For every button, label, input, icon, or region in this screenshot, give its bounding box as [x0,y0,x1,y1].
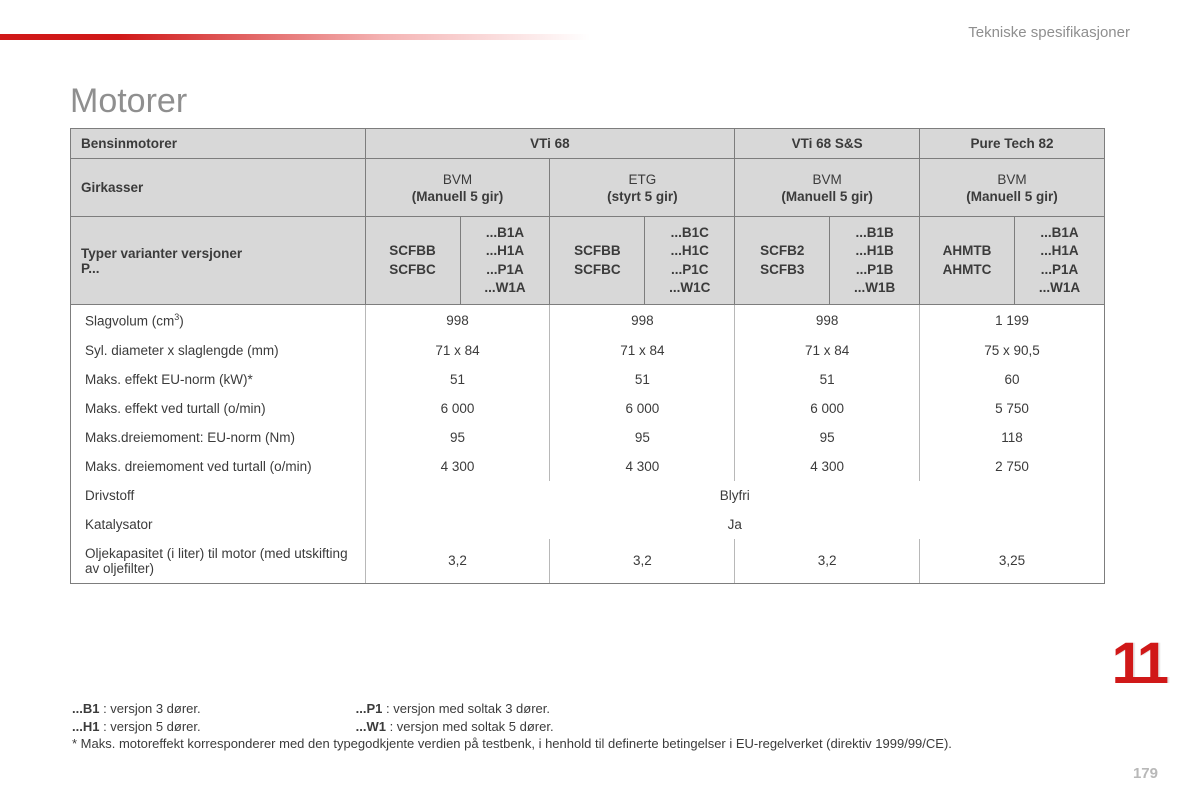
variant-header-row: Typer varianter versjonerP... SCFBBSCFBC… [71,217,1105,305]
gearbox-col-2: BVM(Manuell 5 gir) [735,159,920,217]
gearbox-col-3: BVM(Manuell 5 gir) [920,159,1105,217]
spec-table: Bensinmotorer VTi 68 VTi 68 S&S Pure Tec… [70,128,1105,584]
spec-row: Maks. effekt EU-norm (kW)*51515160 [71,365,1105,394]
header-accent-bar [0,34,590,40]
gearbox-header-row: Girkasser BVM(Manuell 5 gir) ETG(styrt 5… [71,159,1105,217]
spec-row: Oljekapasitet (i liter) til motor (med u… [71,539,1105,584]
section-label: Tekniske spesifikasjoner [968,24,1130,41]
variant-2a: SCFB2SCFB3 [735,217,830,305]
engine-col-2: Pure Tech 82 [920,129,1105,159]
spec-table-body: Slagvolum (cm3)9989989981 199Syl. diamet… [71,305,1105,584]
gearbox-col-1: ETG(styrt 5 gir) [550,159,735,217]
footnotes: ...B1 : versjon 3 dører. ...P1 : versjon… [72,700,1122,753]
variant-3a: AHMTBAHMTC [920,217,1015,305]
engine-header-row: Bensinmotorer VTi 68 VTi 68 S&S Pure Tec… [71,129,1105,159]
engine-col-0: VTi 68 [365,129,735,159]
spec-row: Maks. effekt ved turtall (o/min)6 0006 0… [71,394,1105,423]
spec-row: Slagvolum (cm3)9989989981 199 [71,305,1105,336]
gearboxes-label: Girkasser [71,159,366,217]
variant-1b: ...B1C...H1C...P1C...W1C [645,217,735,305]
variant-2b: ...B1B...H1B...P1B...W1B [830,217,920,305]
spec-row: Maks. dreiemoment ved turtall (o/min)4 3… [71,452,1105,481]
spec-row-span: DrivstoffBlyfri [71,481,1105,510]
engines-label: Bensinmotorer [71,129,366,159]
spec-table-wrap: Bensinmotorer VTi 68 VTi 68 S&S Pure Tec… [70,128,1105,584]
page-number: 179 [1133,765,1158,782]
variant-0b: ...B1A...H1A...P1A...W1A [460,217,550,305]
variants-label: Typer varianter versjonerP... [71,217,366,305]
spec-row-span: KatalysatorJa [71,510,1105,539]
gearbox-col-0: BVM(Manuell 5 gir) [365,159,550,217]
spec-row: Syl. diameter x slaglengde (mm)71 x 8471… [71,336,1105,365]
engine-col-1: VTi 68 S&S [735,129,920,159]
spec-row: Maks.dreiemoment: EU-norm (Nm)959595118 [71,423,1105,452]
variant-1a: SCFBBSCFBC [550,217,645,305]
variant-3b: ...B1A...H1A...P1A...W1A [1015,217,1105,305]
footnote-star: * Maks. motoreffekt korresponderer med d… [72,735,1122,753]
variant-0a: SCFBBSCFBC [365,217,460,305]
chapter-number: 11 [1112,630,1165,697]
page-title: Motorer [70,82,187,121]
